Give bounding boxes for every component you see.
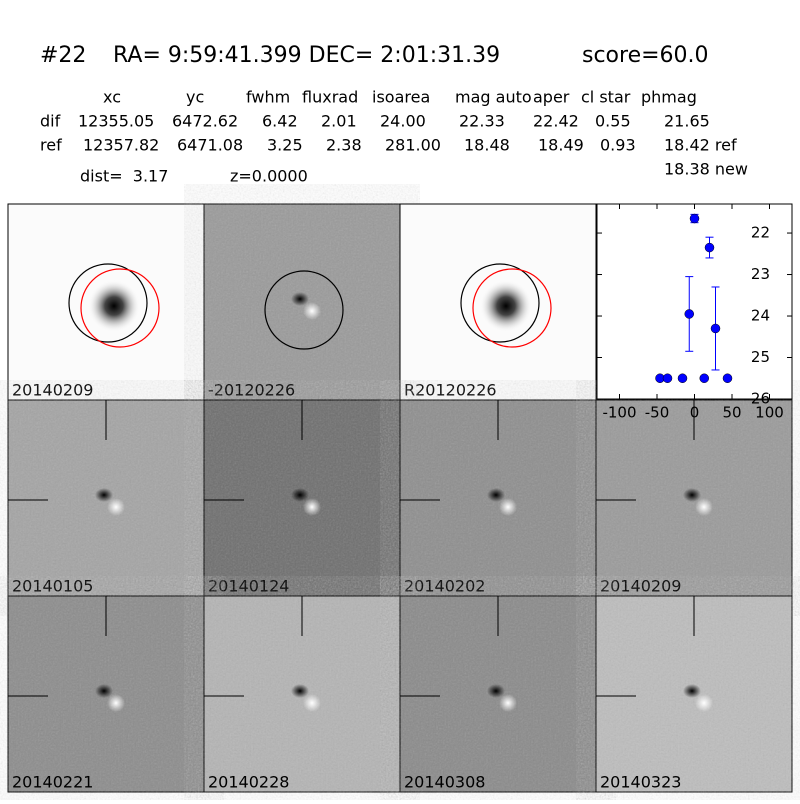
panel-label: 20140209 xyxy=(600,577,681,596)
residual-dark xyxy=(683,684,701,698)
table-cell: 0.93 xyxy=(600,136,636,155)
light-curve: -100 -50 0 50 100 22 23 24 25 26 xyxy=(596,203,793,422)
table-cell: 22.33 xyxy=(459,112,505,131)
column-header: aper xyxy=(533,88,570,107)
row-label: dif xyxy=(40,112,61,131)
x-tick-label: 100 xyxy=(755,404,784,422)
redshift: z=0.0000 xyxy=(230,167,308,186)
candidate-id: #22 xyxy=(40,43,86,68)
point xyxy=(699,373,709,384)
table-cell: 6472.62 xyxy=(172,112,238,131)
residual-dark xyxy=(487,684,505,698)
residual-dark xyxy=(95,684,113,698)
point xyxy=(684,309,694,319)
aperture-black xyxy=(264,270,344,350)
residual-light xyxy=(695,498,713,516)
row-label: ref xyxy=(40,136,62,155)
residual-light xyxy=(303,302,321,320)
table-cell: 21.65 xyxy=(664,112,710,131)
residual-light xyxy=(695,694,713,712)
table-cell: 24.00 xyxy=(380,112,426,131)
table-cell: 2.38 xyxy=(326,136,362,155)
table-cell: 6471.08 xyxy=(177,136,243,155)
panel-label: 20140308 xyxy=(404,773,485,792)
residual-light xyxy=(499,498,517,516)
panel-label: 20140323 xyxy=(600,773,681,792)
aperture-red xyxy=(472,268,552,348)
x-tick-label: -100 xyxy=(602,404,636,422)
panel-label: R20120226 xyxy=(404,381,497,400)
residual-dark xyxy=(291,488,309,502)
residual-light xyxy=(499,694,517,712)
table-cell: 0.55 xyxy=(595,112,631,131)
residual-dark xyxy=(487,488,505,502)
coordinates: RA= 9:59:41.399 DEC= 2:01:31.39 xyxy=(113,43,500,68)
residual-light xyxy=(107,694,125,712)
column-header: phmag xyxy=(641,88,697,107)
panel-label: 20140228 xyxy=(208,773,289,792)
residual-light xyxy=(107,498,125,516)
new-mag: 18.38 new xyxy=(664,160,748,179)
y-tick-label: 25 xyxy=(751,348,770,366)
plot-area xyxy=(596,203,793,400)
table-cell: 18.49 xyxy=(538,136,584,155)
residual-dark xyxy=(95,488,113,502)
table-cell: 18.42 ref xyxy=(664,136,737,155)
residual-dark xyxy=(683,488,701,502)
table-cell: 3.25 xyxy=(267,136,303,155)
point xyxy=(689,213,700,224)
panel-label: -20120226 xyxy=(208,381,295,400)
aperture-black xyxy=(460,263,540,343)
column-header: cl star xyxy=(581,88,631,107)
point xyxy=(677,373,688,384)
point xyxy=(710,323,721,334)
y-tick-label: 22 xyxy=(751,224,770,242)
y-tick-label: 26 xyxy=(751,390,770,408)
y-tick-label: 24 xyxy=(751,307,770,325)
column-header: fwhm xyxy=(246,88,290,107)
y-tick-label: 23 xyxy=(751,265,770,283)
column-header: yc xyxy=(186,88,204,107)
column-header: xc xyxy=(103,88,121,107)
x-tick-label: -50 xyxy=(645,404,670,422)
panel-label: 20140124 xyxy=(208,577,289,596)
table-cell: 6.42 xyxy=(262,112,298,131)
score: score=60.0 xyxy=(582,43,709,68)
point xyxy=(722,373,733,384)
residual-dark xyxy=(291,292,309,306)
source xyxy=(480,280,532,332)
source xyxy=(88,280,140,332)
aperture-red xyxy=(80,268,160,348)
residual-light xyxy=(303,498,321,516)
panel-label: 20140105 xyxy=(12,577,93,596)
table-cell: 12357.82 xyxy=(83,136,159,155)
x-tick-label: 50 xyxy=(722,404,741,422)
column-header: fluxrad xyxy=(302,88,358,107)
aperture-black xyxy=(68,263,148,343)
point xyxy=(704,242,715,253)
table-cell: 281.00 xyxy=(385,136,441,155)
panel-label: 20140209 xyxy=(12,381,93,400)
x-tick-label: 0 xyxy=(690,404,700,422)
residual-dark xyxy=(291,684,309,698)
measurement-table: xc yc fwhm fluxrad isoarea mag auto aper cl sta… xyxy=(40,88,737,155)
table-cell: 22.42 xyxy=(533,112,579,131)
panel-label: 20140202 xyxy=(404,577,485,596)
image-panels: 20140209 -20120226 R20120226 20140105 201401… xyxy=(7,203,793,793)
panel-label: 20140221 xyxy=(12,773,93,792)
distance: dist= 3.17 xyxy=(80,167,168,186)
point xyxy=(662,373,673,384)
column-header: mag auto xyxy=(455,88,532,107)
table-cell: 2.01 xyxy=(321,112,357,131)
column-header: isoarea xyxy=(372,88,430,107)
table-cell: 12355.05 xyxy=(78,112,154,131)
residual-light xyxy=(303,694,321,712)
table-cell: 18.48 xyxy=(464,136,510,155)
